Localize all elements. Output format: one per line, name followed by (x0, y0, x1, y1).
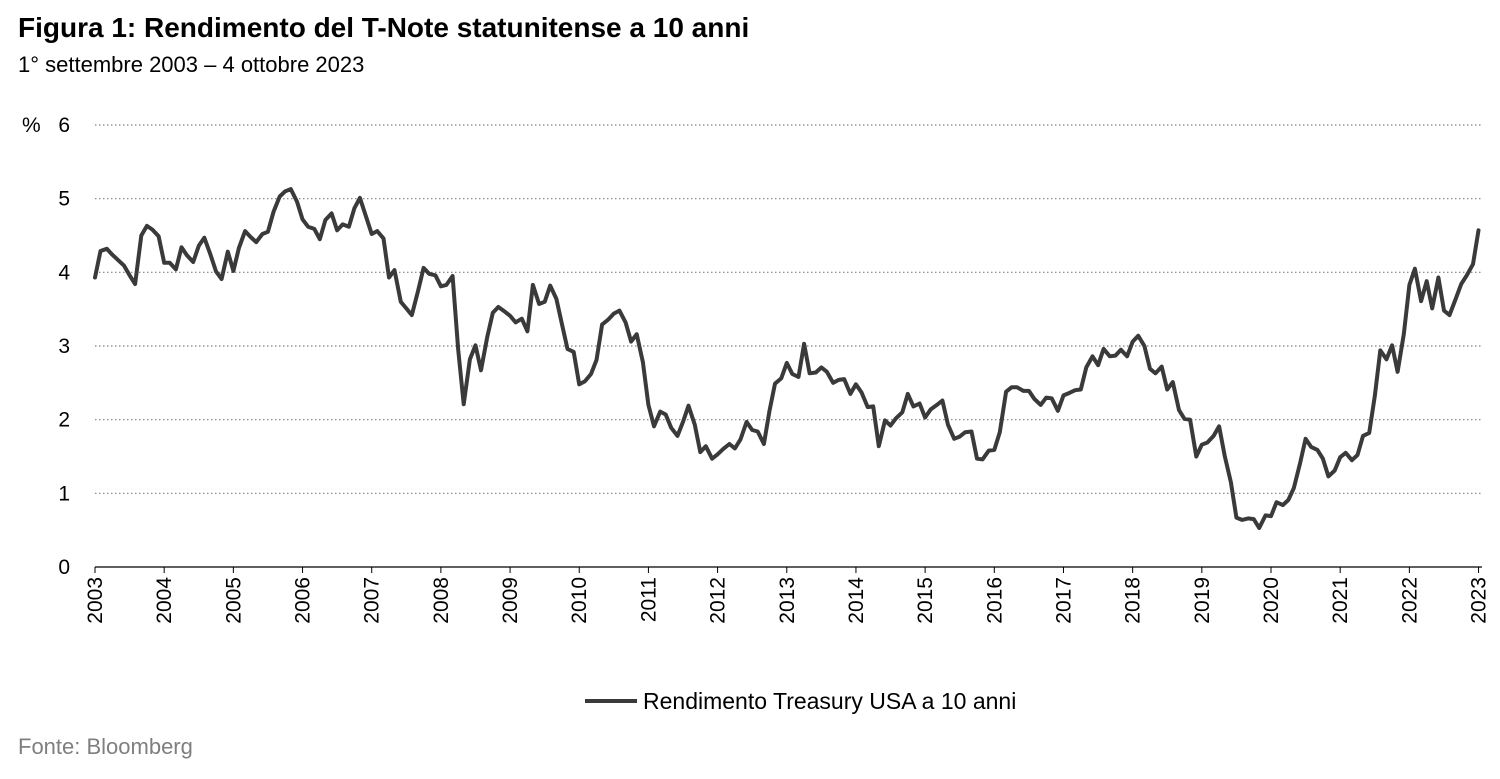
x-tick-label: 2010 (568, 577, 591, 624)
x-tick-label: 2004 (153, 577, 176, 624)
source-note: Fonte: Bloomberg (18, 734, 193, 759)
x-tick-label: 2005 (222, 577, 245, 624)
x-tick-label: 2023 (1468, 577, 1491, 624)
y-tick-label: 0 (58, 556, 70, 579)
x-tick-label: 2008 (430, 577, 453, 624)
legend: Rendimento Treasury USA a 10 anni (585, 688, 1016, 714)
chart-title: Figura 1: Rendimento del T-Note statunit… (18, 12, 750, 43)
x-tick-label: 2016 (983, 577, 1006, 624)
x-tick-label: 2011 (637, 577, 660, 622)
x-tick-label: 2012 (707, 577, 730, 624)
x-tick-label: 2017 (1052, 577, 1075, 624)
legend-label: Rendimento Treasury USA a 10 anni (643, 688, 1016, 714)
series-line-treasury-10y (93, 187, 1481, 530)
x-tick-label: 2019 (1191, 577, 1214, 624)
x-tick-label: 2013 (776, 577, 799, 624)
y-tick-label: 2 (58, 409, 70, 432)
x-tick-label: 2020 (1260, 577, 1283, 624)
x-tick-label: 2014 (845, 577, 868, 624)
y-tick-label: 1 (58, 482, 70, 505)
y-axis-ticks: 0 1 2 3 4 5 6 (58, 114, 70, 579)
x-tick-label: 2018 (1122, 577, 1145, 624)
gridlines (95, 124, 1482, 494)
chart-subtitle: 1° settembre 2003 – 4 ottobre 2023 (18, 52, 365, 77)
x-tick-label: 2022 (1398, 577, 1421, 624)
y-tick-label: 3 (58, 335, 70, 358)
y-tick-label: 4 (58, 261, 70, 284)
x-tick-label: 2003 (84, 577, 107, 624)
x-tick-label: 2007 (361, 577, 384, 624)
y-axis-unit-label: % (22, 114, 41, 137)
x-tick-label: 2006 (292, 577, 315, 624)
y-tick-label: 5 (58, 188, 70, 211)
x-tick-label: 2021 (1329, 577, 1352, 624)
x-axis-ticks: 2003 2004 2005 2006 2007 2008 2009 2010 2011 2012… (84, 567, 1491, 624)
x-tick-label: 2015 (914, 577, 937, 624)
y-tick-label: 6 (58, 114, 70, 137)
x-tick-label: 2009 (499, 577, 522, 624)
